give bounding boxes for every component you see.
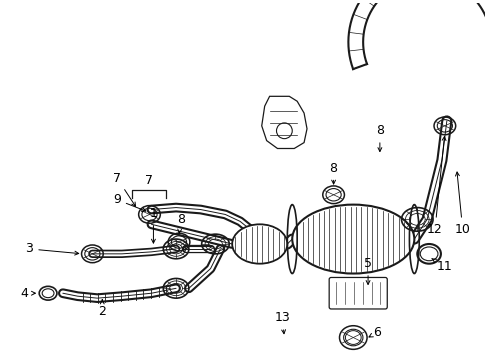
Text: 3: 3: [25, 242, 79, 255]
Text: 6: 6: [368, 326, 380, 339]
Text: 7: 7: [113, 171, 135, 206]
Ellipse shape: [232, 224, 287, 264]
Text: 13: 13: [274, 311, 290, 334]
Text: 8: 8: [177, 213, 184, 233]
Text: 4: 4: [20, 287, 35, 300]
Text: 10: 10: [454, 172, 469, 236]
Text: 9: 9: [113, 193, 145, 211]
Text: 12: 12: [426, 136, 445, 236]
Text: 5: 5: [364, 257, 371, 284]
Text: 8: 8: [375, 124, 383, 152]
Text: 7: 7: [145, 174, 153, 186]
Text: 1: 1: [149, 207, 157, 243]
Text: 8: 8: [329, 162, 337, 184]
Ellipse shape: [292, 204, 413, 274]
Text: 2: 2: [98, 300, 106, 319]
Text: 11: 11: [431, 258, 452, 273]
